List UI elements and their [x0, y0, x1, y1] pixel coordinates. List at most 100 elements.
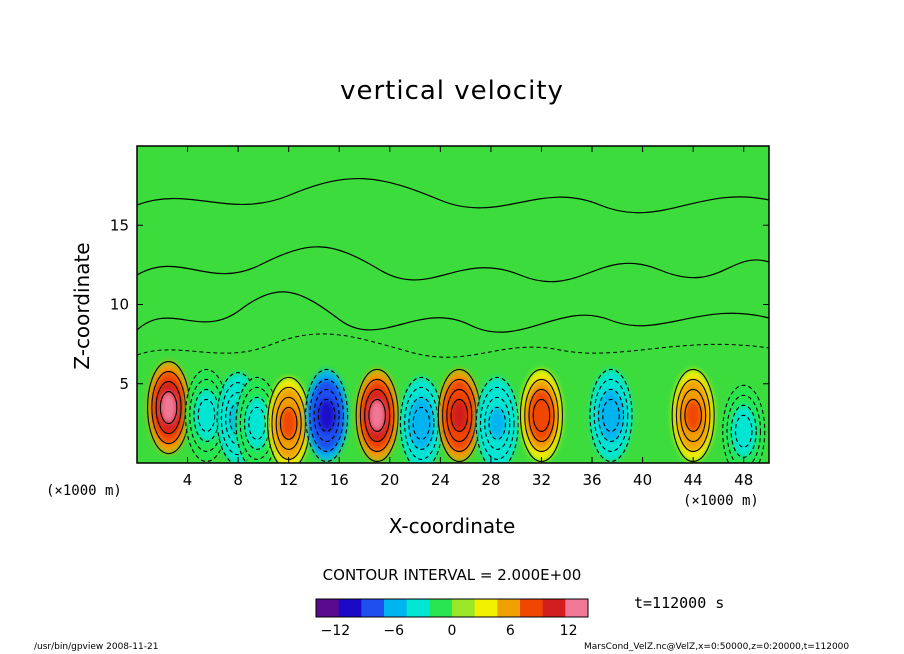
contour-interval-label: CONTOUR INTERVAL = 2.000E+00: [322, 566, 582, 584]
velocity-cell-contour: [197, 398, 216, 433]
velocity-cell-contour: [524, 378, 559, 453]
colorbar-tick-label: 0: [448, 623, 457, 639]
velocity-cell-contour: [722, 384, 766, 463]
velocity-cell-contour: [528, 388, 555, 443]
y-axis-ticks: 5 10 15: [110, 216, 769, 393]
velocity-cell-contour: [726, 394, 762, 463]
contour-line: [137, 177, 769, 214]
velocity-cell-band: [602, 399, 620, 432]
velocity-cell-band: [533, 399, 550, 432]
x-tick-label: 20: [380, 471, 399, 489]
colorbar-swatch: [338, 599, 362, 617]
velocity-cell-contour: [602, 398, 620, 433]
velocity-cell-contour: [359, 378, 395, 453]
velocity-cell-contour: [446, 388, 473, 443]
x-tick-label: 36: [582, 471, 601, 489]
time-label: t=112000 s: [634, 594, 725, 612]
velocity-cell-band: [318, 399, 335, 432]
velocity-cell: [305, 368, 349, 463]
contour-line: [137, 333, 769, 358]
colorbar: −12 −6 0 6 12: [315, 598, 589, 639]
colorbar-swatch: [316, 599, 340, 617]
velocity-cell: [147, 360, 191, 455]
velocity-cell-band: [684, 399, 702, 432]
velocity-cell: [589, 368, 633, 463]
x-tick-label: 28: [481, 471, 500, 489]
colorbar-tick-label: 6: [506, 623, 515, 639]
velocity-cell-contour: [412, 406, 431, 440]
x-tick-label: 8: [233, 471, 243, 489]
velocity-cell-contour: [675, 378, 711, 453]
x-axis-label: X-coordinate: [388, 514, 516, 538]
x-tick-label: 48: [734, 471, 753, 489]
velocity-cells: [147, 360, 766, 463]
colorbar-swatch: [452, 599, 476, 617]
velocity-cell-contour: [532, 398, 551, 433]
colorbar-swatch: [361, 599, 385, 617]
colorbar-swatch: [406, 599, 430, 617]
colorbar-swatch: [542, 599, 566, 617]
x-tick-label: 12: [279, 471, 298, 489]
contour-line: [137, 246, 769, 283]
velocity-cell-contour: [734, 414, 753, 448]
x-tick-label: 40: [633, 471, 652, 489]
velocity-cell: [399, 376, 443, 463]
velocity-cell-contour: [479, 386, 515, 460]
colorbar-swatch: [429, 599, 453, 617]
velocity-cell-band: [368, 399, 386, 432]
x-tick-label: 16: [330, 471, 349, 489]
contour-line: [137, 291, 769, 333]
velocity-cell-band: [451, 399, 468, 432]
y-axis-unit: (×1000 m): [46, 483, 122, 499]
velocity-cell: [722, 384, 766, 463]
colorbar-frame: [315, 598, 589, 618]
colorbar-swatch: [384, 599, 408, 617]
velocity-cell-band: [248, 407, 266, 440]
velocity-cell-contour: [488, 406, 507, 440]
velocity-cell-contour: [279, 406, 298, 440]
x-tick-label: 24: [431, 471, 450, 489]
x-axis-ticks: 4 8 12 16 20 24 28 32 36 40 44 48: [183, 146, 753, 489]
velocity-cell-contour: [159, 390, 178, 425]
velocity-cell-band: [198, 399, 215, 432]
velocity-cell-contour: [408, 396, 435, 450]
y-tick-label: 5: [119, 375, 129, 393]
colorbar-tick-label: −6: [383, 623, 404, 639]
footer-file-info: MarsCond_VelZ.nc@VelZ,x=0:50000,z=0:2000…: [584, 642, 850, 652]
chart-title: vertical velocity: [340, 76, 564, 106]
colorbar-swatch: [474, 599, 498, 617]
velocity-cell: [355, 368, 399, 463]
velocity-cell-band: [413, 407, 430, 440]
velocity-cell-contour: [484, 396, 511, 450]
velocity-cell-band: [488, 407, 506, 440]
background-contours: [137, 177, 769, 358]
footer-program-info: /usr/bin/gpview 2008-11-21: [34, 642, 159, 652]
velocity-cell-contour: [364, 388, 391, 443]
velocity-cell-contour: [305, 368, 349, 463]
colorbar-tick-label: 12: [560, 623, 578, 639]
velocity-cell-contour: [151, 370, 186, 445]
colorbar-tick-label: −12: [321, 623, 351, 639]
velocity-cell-contour: [442, 378, 477, 453]
velocity-cell-contour: [680, 388, 707, 443]
velocity-cell-contour: [593, 378, 629, 453]
velocity-cell-band: [160, 391, 177, 424]
colorbar-swatch: [565, 599, 589, 617]
velocity-cell-contour: [475, 376, 519, 463]
x-tick-label: 44: [684, 471, 703, 489]
y-tick-label: 10: [110, 296, 129, 314]
velocity-cell-contour: [275, 396, 302, 450]
velocity-cell-band: [735, 415, 752, 448]
velocity-cell-contour: [313, 388, 340, 443]
velocity-cell: [519, 368, 564, 463]
velocity-cell-contour: [248, 406, 266, 440]
x-axis-unit: (×1000 m): [683, 493, 759, 509]
velocity-cell: [235, 376, 279, 463]
colorbar-swatch: [497, 599, 521, 617]
velocity-cell-contour: [589, 368, 633, 463]
velocity-cell-contour: [155, 380, 182, 435]
velocity-cell-contour: [450, 398, 469, 433]
velocity-cell-contour: [355, 368, 399, 463]
velocity-cell-contour: [309, 378, 344, 453]
